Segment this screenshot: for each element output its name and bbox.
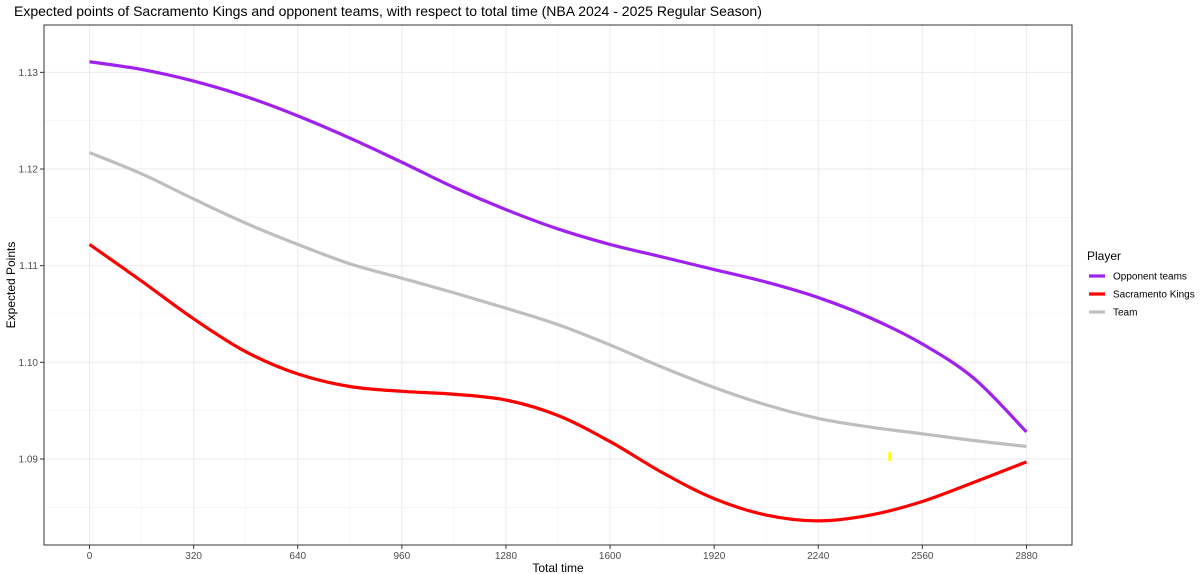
grid-lines [44,25,1072,545]
legend-label: Opponent teams [1113,272,1187,283]
legend-title: Player [1087,249,1121,263]
x-tick-label: 640 [289,551,306,562]
x-tick-label: 2560 [911,551,934,562]
x-tick-label: 1280 [495,551,518,562]
series-line-sacramento-kings [88,243,1028,523]
x-tick-label: 1600 [599,551,622,562]
x-tick-label: 0 [87,551,93,562]
legend-label: Sacramento Kings [1113,290,1195,301]
x-tick-label: 320 [185,551,202,562]
series-line-opponent-teams [89,60,1028,434]
y-tick-label: 1.13 [19,68,39,79]
x-axis-title: Total time [532,561,584,574]
y-tick-label: 1.09 [19,454,39,465]
chart-title: Expected points of Sacramento Kings and … [14,3,762,19]
axes: 0 320 640 960 1280 1600 1920 2240 2560 2880 1.09 1.… [19,24,1073,562]
y-axis-title: Expected Points [4,242,18,329]
x-tick-label: 2880 [1015,551,1038,562]
series-line-team [88,151,1027,449]
legend-label: Team [1113,308,1137,319]
y-tick-label: 1.10 [19,358,39,369]
y-tick-label: 1.11 [19,261,38,272]
x-tick-label: 1920 [703,551,726,562]
series-lines [88,60,1028,523]
panel-border [43,24,1073,546]
y-tick-label: 1.12 [19,165,39,176]
x-tick-label: 960 [394,551,411,562]
x-tick-label: 2240 [807,551,830,562]
legend: Player Opponent teams Sacramento Kings Tea… [1087,249,1195,319]
